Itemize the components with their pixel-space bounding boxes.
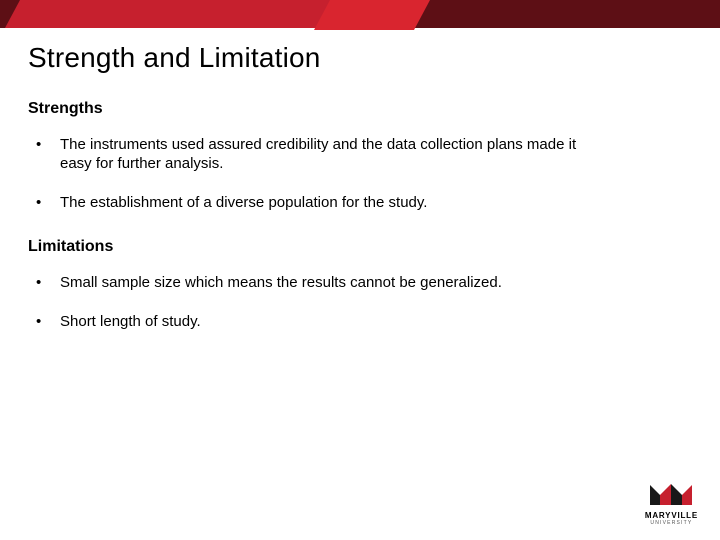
strengths-list: The instruments used assured credibility… (28, 136, 588, 212)
content-body: Strengths The instruments used assured c… (28, 100, 588, 352)
list-item: The instruments used assured credibility… (28, 136, 588, 174)
logo-name: MARYVILLE (645, 511, 698, 520)
logo-subtitle: UNIVERSITY (645, 520, 698, 526)
brand-logo: MARYVILLE UNIVERSITY (645, 479, 698, 526)
maryville-mark-icon (647, 479, 695, 509)
section-heading-strengths: Strengths (28, 100, 588, 118)
slide-title: Strength and Limitation (28, 42, 321, 74)
header-banner (0, 0, 720, 30)
list-item: Short length of study. (28, 313, 588, 332)
list-item: The establishment of a diverse populatio… (28, 194, 588, 213)
section-heading-limitations: Limitations (28, 238, 588, 256)
list-item: Small sample size which means the result… (28, 274, 588, 293)
limitations-list: Small sample size which means the result… (28, 274, 588, 332)
